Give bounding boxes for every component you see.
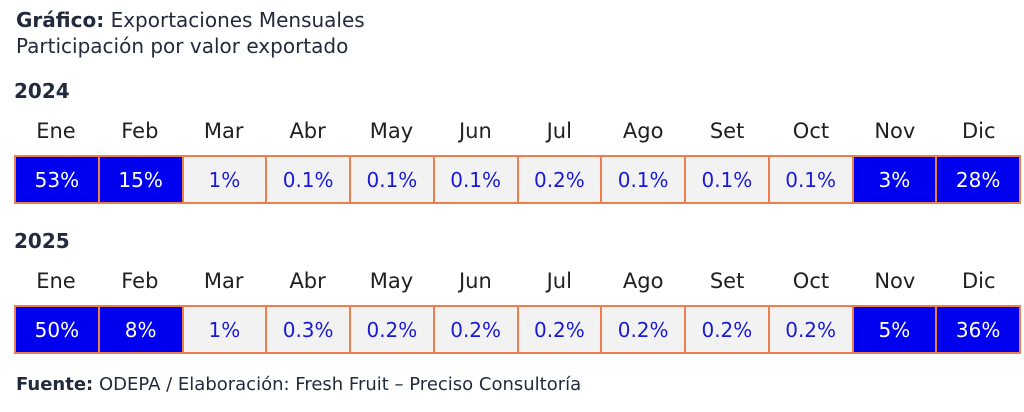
value-cell-jun-2024: 0.1% — [434, 157, 519, 202]
value-cell-dic-2024: 28% — [937, 157, 1019, 202]
month-label-ene-2025: Ene — [36, 269, 76, 293]
value-cell-may-2025: 0.2% — [351, 307, 435, 352]
year-label-2025: 2025 — [14, 229, 70, 253]
value-row-2025: 50% 8% 1% 0.3% 0.2% 0.2% 0.2% 0.2% 0.2% 0.2% 5% 36% — [14, 305, 1021, 354]
chart-title-text: Exportaciones Mensuales — [110, 8, 365, 32]
month-label-abr-2025: Abr — [289, 269, 326, 293]
value-cell-may-2024: 0.1% — [351, 157, 435, 202]
source-text: ODEPA / Elaboración: Fresh Fruit – Preci… — [98, 374, 582, 395]
value-cell-abr-2025: 0.3% — [267, 307, 351, 352]
value-cell-dic-2025: 36% — [937, 307, 1019, 352]
value-cell-feb-2025: 8% — [99, 307, 184, 352]
value-cell-set-2024: 0.1% — [686, 157, 770, 202]
month-label-ene-2024: Ene — [36, 119, 76, 143]
value-cell-set-2025: 0.2% — [686, 307, 770, 352]
value-cell-ene-2025: 50% — [16, 307, 100, 352]
source-note: Fuente: ODEPA / Elaboración: Fresh Fruit… — [16, 373, 581, 397]
month-label-oct-2024: Oct — [792, 119, 830, 143]
value-cell-ago-2024: 0.1% — [602, 157, 686, 202]
month-label-oct-2025: Oct — [792, 269, 830, 293]
month-label-jun-2024: Jun — [458, 119, 492, 143]
chart-title-prefix: Gráfico: — [16, 8, 105, 32]
month-label-jul-2024: Jul — [546, 119, 572, 143]
month-label-ago-2024: Ago — [622, 119, 664, 143]
value-cell-ago-2025: 0.2% — [602, 307, 686, 352]
month-label-dic-2025: Dic — [961, 269, 996, 293]
value-cell-mar-2025: 1% — [183, 307, 268, 352]
month-label-dic-2024: Dic — [961, 119, 996, 143]
month-header-row-2024: Ene Feb Mar Abr May Jun Jul Ago Set Oct Nov Dic — [14, 118, 1021, 144]
month-label-feb-2025: Feb — [121, 269, 159, 293]
month-label-set-2024: Set — [709, 119, 745, 143]
month-label-may-2024: May — [369, 119, 414, 143]
value-cell-feb-2024: 15% — [99, 157, 184, 202]
value-cell-ene-2024: 53% — [16, 157, 100, 202]
chart-subtitle: Participación por valor exportado — [16, 34, 349, 58]
month-label-nov-2024: Nov — [874, 119, 916, 143]
value-cell-nov-2025: 5% — [853, 307, 938, 352]
value-cell-jun-2025: 0.2% — [434, 307, 519, 352]
value-cell-jul-2025: 0.2% — [518, 307, 603, 352]
month-label-set-2025: Set — [709, 269, 745, 293]
month-label-abr-2024: Abr — [289, 119, 326, 143]
value-cell-mar-2024: 1% — [183, 157, 268, 202]
month-header-row-2025: Ene Feb Mar Abr May Jun Jul Ago Set Oct Nov Dic — [14, 268, 1021, 294]
value-row-2024: 53% 15% 1% 0.1% 0.1% 0.1% 0.2% 0.1% 0.1% 0.1% 3% 28… — [14, 155, 1021, 204]
month-label-jul-2025: Jul — [546, 269, 572, 293]
month-label-jun-2025: Jun — [458, 269, 492, 293]
month-label-mar-2024: Mar — [203, 119, 244, 143]
value-cell-nov-2024: 3% — [853, 157, 938, 202]
month-label-may-2025: May — [369, 269, 414, 293]
source-prefix: Fuente: — [16, 374, 94, 395]
value-cell-jul-2024: 0.2% — [518, 157, 603, 202]
year-label-2024: 2024 — [14, 79, 70, 103]
month-label-ago-2025: Ago — [622, 269, 664, 293]
value-cell-oct-2024: 0.1% — [769, 157, 854, 202]
month-label-feb-2024: Feb — [121, 119, 159, 143]
month-label-mar-2025: Mar — [203, 269, 244, 293]
chart-title: Gráfico: Exportaciones Mensuales — [16, 8, 365, 32]
value-cell-abr-2024: 0.1% — [267, 157, 351, 202]
month-label-nov-2025: Nov — [874, 269, 916, 293]
value-cell-oct-2025: 0.2% — [769, 307, 854, 352]
